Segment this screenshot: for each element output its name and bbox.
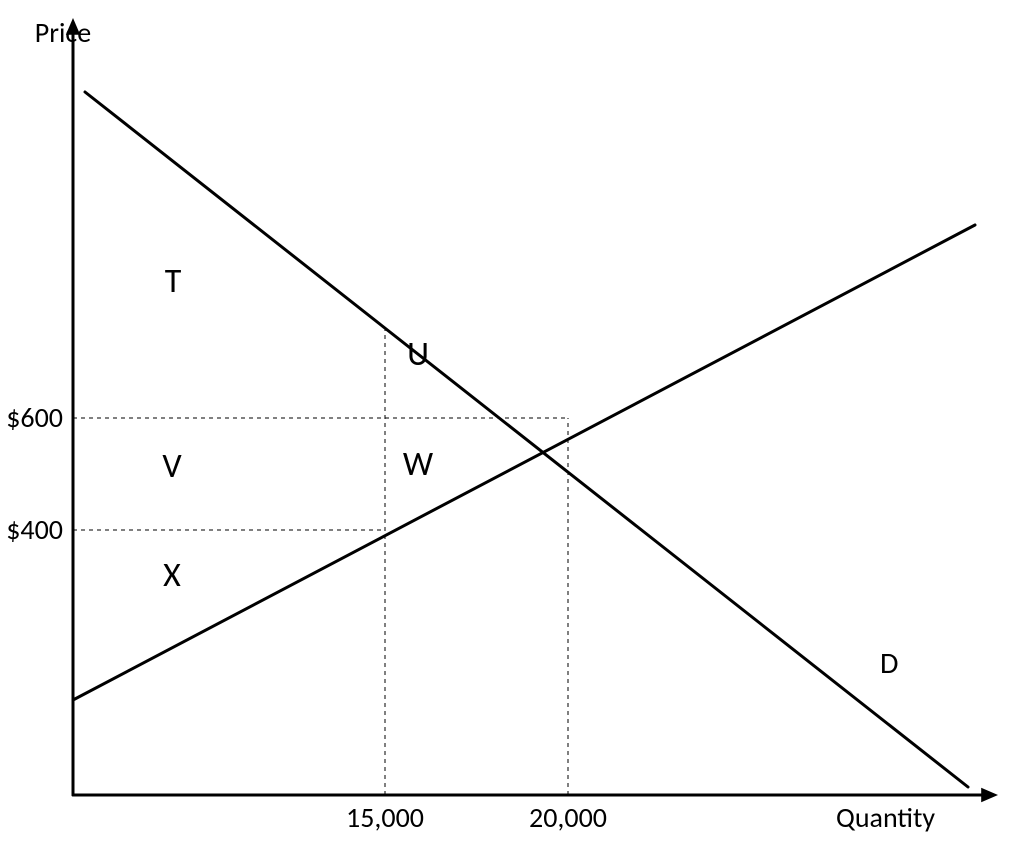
region-label-w: W bbox=[403, 444, 434, 485]
region-label-x: X bbox=[163, 555, 181, 596]
region-label-v: V bbox=[162, 446, 182, 487]
price-tick-label: $600 bbox=[6, 400, 63, 435]
region-label-t: T bbox=[165, 261, 182, 302]
x-axis-label: Quantity bbox=[836, 800, 935, 835]
x-axis-arrow bbox=[981, 788, 998, 802]
demand-label: D bbox=[880, 645, 898, 682]
region-label-u: U bbox=[407, 334, 429, 375]
supply-demand-chart: Price Quantity $600 $400 15,000 20,000 T U V W X D bbox=[0, 0, 1024, 847]
price-tick-label: $400 bbox=[6, 512, 63, 547]
quantity-tick-label: 20,000 bbox=[529, 800, 607, 835]
supply-curve bbox=[73, 225, 975, 700]
demand-curve bbox=[85, 92, 968, 787]
chart-svg: Price Quantity $600 $400 15,000 20,000 T U V W X D bbox=[0, 0, 1024, 847]
quantity-tick-label: 15,000 bbox=[346, 800, 424, 835]
y-axis-label: Price bbox=[35, 15, 91, 50]
